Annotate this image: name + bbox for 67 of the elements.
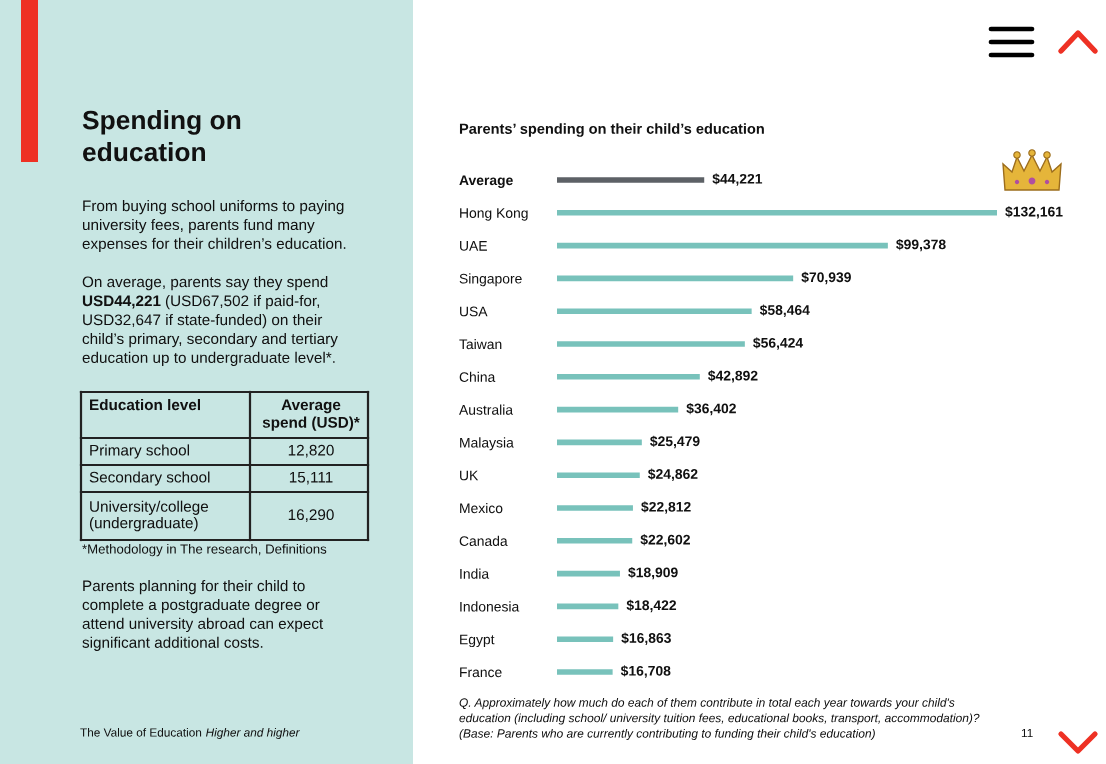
data-label: $18,909 xyxy=(628,566,678,580)
y-tick-label: Australia xyxy=(459,404,514,415)
bar xyxy=(557,308,752,314)
bar xyxy=(557,472,640,478)
data-label: $36,402 xyxy=(686,402,736,416)
data-label: $25,479 xyxy=(650,435,700,449)
y-tick-label: Canada xyxy=(459,535,508,546)
data-label: $42,892 xyxy=(708,370,758,383)
bar xyxy=(557,210,997,216)
y-tick-label: Hong Kong xyxy=(460,208,528,221)
data-label: $56,424 xyxy=(753,337,804,350)
y-tick-label: China xyxy=(459,371,496,382)
y-tick-label: Singapore xyxy=(459,273,522,287)
bar xyxy=(557,177,705,183)
y-tick-label: India xyxy=(460,568,490,579)
bar xyxy=(557,374,700,380)
category-label: Secondary school xyxy=(89,471,210,486)
data-label: $58,464 xyxy=(759,304,810,317)
text: Q. Approximately how much do each of them contribute in total each year towards your child's education (including school/ university tuition fees, educational books, transport, accommodation)? (Base: Parents who are currently contributing to funding their child's education) xyxy=(459,698,980,741)
data-label: $132,161 xyxy=(1005,206,1063,219)
y-tick-label: Egypt xyxy=(460,634,495,648)
y-tick-label: Indonesia xyxy=(460,601,520,612)
bar xyxy=(557,242,888,249)
text: On average, parents say they spend xyxy=(82,276,328,291)
data-label: $24,862 xyxy=(648,468,698,481)
text: USD44,221 xyxy=(82,295,161,309)
data-label: $16,708 xyxy=(620,665,671,678)
data-label: $18,422 xyxy=(626,599,677,613)
bar xyxy=(557,505,633,511)
data-label: $22,602 xyxy=(640,534,690,547)
category-label: University/college (undergraduate) xyxy=(89,500,209,532)
y-tick-label: Malaysia xyxy=(460,437,514,451)
text: Spending on education xyxy=(82,110,241,162)
text: Education level xyxy=(90,399,200,411)
y-tick-label: France xyxy=(460,667,502,678)
chart-title: Parents’ spending on their child’s education xyxy=(459,123,764,137)
y-tick-label: UK xyxy=(460,470,479,481)
bar xyxy=(557,439,642,446)
text: *Methodology in The research, Definitions xyxy=(82,544,327,557)
bar xyxy=(557,636,614,642)
text: Higher and higher xyxy=(205,728,300,739)
data-label: 16,290 xyxy=(288,509,334,522)
data-label: $99,378 xyxy=(896,238,946,252)
bar xyxy=(557,669,613,675)
text: The Value of Education xyxy=(80,728,202,737)
data-label: $16,863 xyxy=(621,632,671,645)
text: Average spend (USD)* xyxy=(262,399,360,431)
data-label: $70,939 xyxy=(801,271,851,285)
data-label: $22,812 xyxy=(641,501,691,514)
text: 11 xyxy=(1021,728,1033,738)
data-label: $44,221 xyxy=(712,173,763,186)
text: USD32,647 if state-funded) on their child’s primary, secondary and tertiary education up to undergraduate level*. xyxy=(82,314,338,367)
bar xyxy=(557,275,794,282)
y-tick-label: UAE xyxy=(460,241,487,251)
bar xyxy=(557,341,745,347)
text: Parents planning for their child to complete a postgraduate degree or attend university abroad can expect significant additional costs. xyxy=(82,580,324,651)
category-label: Primary school xyxy=(90,444,190,459)
y-tick-label: Mexico xyxy=(460,502,503,514)
y-tick-label: Taiwan xyxy=(459,338,502,350)
bar xyxy=(557,570,620,577)
text: (USD67,502 if paid-for, xyxy=(165,295,320,310)
text: From buying school uniforms to paying university fees, parents fund many expenses for their children’s education. xyxy=(82,200,346,253)
y-tick-label: Average xyxy=(459,175,513,188)
bar xyxy=(557,538,633,544)
data-label: 15,111 xyxy=(289,471,333,485)
data-label: 12,820 xyxy=(288,444,334,458)
y-tick-label: USA xyxy=(460,306,488,317)
